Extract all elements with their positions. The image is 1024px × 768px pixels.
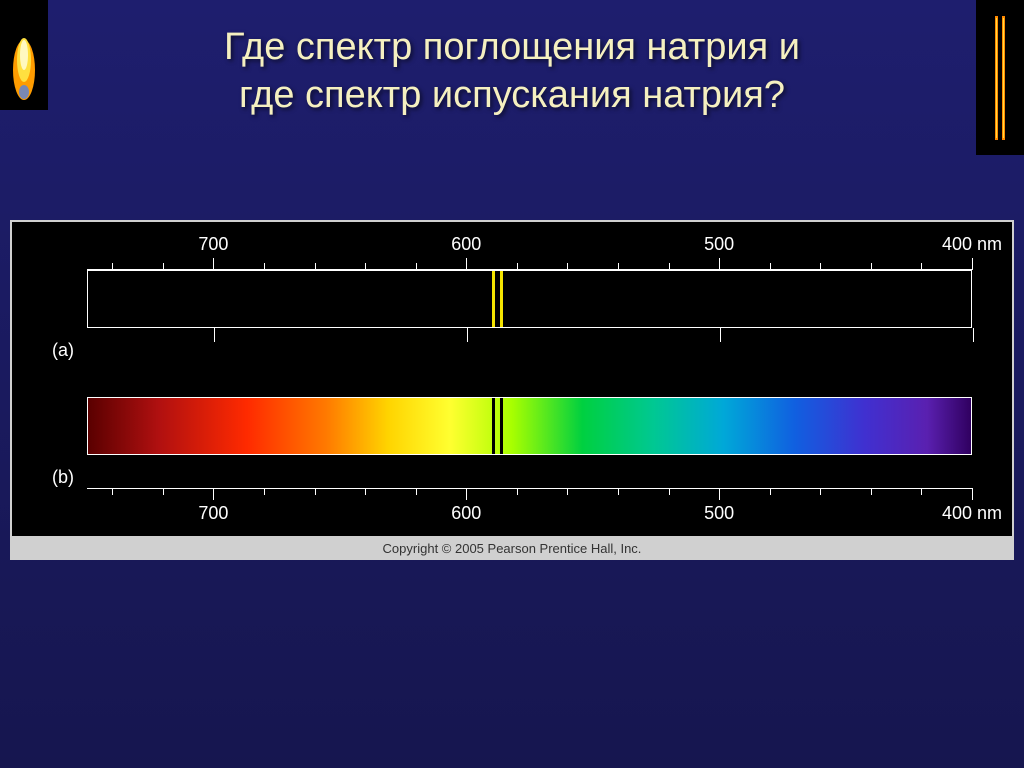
- axis-bottom: 400 nm 500 600 700: [12, 488, 1012, 528]
- major-tick: [719, 258, 720, 270]
- major-tick: [466, 488, 467, 500]
- title-line-2: где спектр испускания натрия?: [239, 74, 785, 116]
- axis-line-bottom: [87, 488, 972, 489]
- tick-label: 700: [198, 234, 228, 255]
- minor-tick: [567, 263, 568, 270]
- minor-tick: [112, 488, 113, 495]
- emission-spectrum: [87, 270, 972, 328]
- axis-top: 400 nm 500 600 700: [12, 230, 1012, 270]
- minor-tick: [163, 263, 164, 270]
- minor-tick: [163, 488, 164, 495]
- tick-label: 500: [704, 234, 734, 255]
- minor-tick: [315, 263, 316, 270]
- spectrum-chart: 400 nm 500 600 700 (a) (b) 400 nm 500 600 700: [12, 222, 1012, 536]
- major-tick: [466, 258, 467, 270]
- minor-tick: [820, 263, 821, 270]
- tick-label: 600: [451, 503, 481, 524]
- minor-tick: [264, 488, 265, 495]
- spectrum-tick: [973, 328, 974, 342]
- major-tick: [213, 258, 214, 270]
- minor-tick: [365, 488, 366, 495]
- spectrum-tick: [467, 328, 468, 342]
- minor-tick: [618, 263, 619, 270]
- minor-tick: [517, 488, 518, 495]
- major-tick: [213, 488, 214, 500]
- tick-label: 500: [704, 503, 734, 524]
- tick-label: 700: [198, 503, 228, 524]
- minor-tick: [416, 263, 417, 270]
- major-tick: [972, 488, 973, 500]
- spectrum-chart-container: 400 nm 500 600 700 (a) (b) 400 nm 500 600 700 …: [10, 220, 1014, 560]
- sodium-line: [492, 271, 495, 327]
- minor-tick: [567, 488, 568, 495]
- major-tick: [719, 488, 720, 500]
- minor-tick: [871, 488, 872, 495]
- minor-tick: [770, 488, 771, 495]
- minor-tick: [921, 488, 922, 495]
- minor-tick: [264, 263, 265, 270]
- spectrum-tick: [720, 328, 721, 342]
- tick-label: 400 nm: [942, 234, 1002, 255]
- sodium-line: [500, 398, 503, 454]
- spectrum-tick: [214, 328, 215, 342]
- sodium-line: [500, 271, 503, 327]
- copyright-text: Copyright © 2005 Pearson Prentice Hall, …: [10, 538, 1014, 560]
- label-a: (a): [52, 340, 74, 361]
- title-line-1: Где спектр поглощения натрия и: [224, 26, 800, 68]
- minor-tick: [669, 488, 670, 495]
- continuous-spectrum-gradient: [88, 398, 971, 454]
- minor-tick: [416, 488, 417, 495]
- minor-tick: [770, 263, 771, 270]
- minor-tick: [315, 488, 316, 495]
- minor-tick: [871, 263, 872, 270]
- minor-tick: [618, 488, 619, 495]
- minor-tick: [921, 263, 922, 270]
- minor-tick: [517, 263, 518, 270]
- minor-tick: [112, 263, 113, 270]
- sodium-line: [492, 398, 495, 454]
- minor-tick: [365, 263, 366, 270]
- tick-label: 600: [451, 234, 481, 255]
- tick-label: 400 nm: [942, 503, 1002, 524]
- absorption-spectrum: [87, 397, 972, 455]
- minor-tick: [820, 488, 821, 495]
- minor-tick: [669, 263, 670, 270]
- slide-title: Где спектр поглощения натрия и где спект…: [0, 24, 1024, 119]
- major-tick: [972, 258, 973, 270]
- label-b: (b): [52, 467, 74, 488]
